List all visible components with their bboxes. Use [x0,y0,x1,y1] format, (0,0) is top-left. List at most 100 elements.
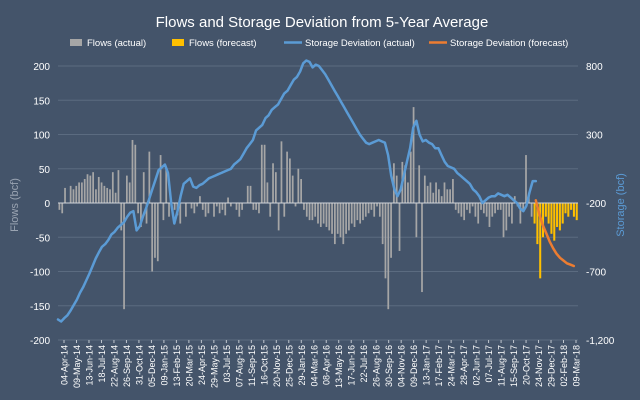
y-tick-label: -50 [36,233,51,244]
x-tick-label: 02-Feb-18 [559,345,569,387]
bar-flow-forecast [544,203,547,217]
bar-flow-actual [522,203,525,210]
bar-flow-forecast [539,203,542,279]
x-tick-label: 29-May-15 [209,345,219,388]
bar-flow-actual [255,203,258,210]
bar-flow-actual [381,203,384,245]
bar-flow-forecast [547,203,550,224]
bar-flow-actual [173,203,176,210]
bar-flow-actual [345,203,347,234]
bar-flow-actual [359,203,362,224]
x-tick-label: 04-Mar-16 [309,345,319,387]
bar-flow-actual [387,203,390,310]
bar-flow-actual [111,172,114,203]
x-tick-label: 31-Oct-14 [134,345,144,385]
x-tick-label: 30-Sep-16 [384,345,394,387]
bar-flow-actual [252,203,255,210]
bar-flow-actual [258,203,260,214]
bar-flow-actual [75,185,78,203]
bar-flow-actual [364,203,367,217]
bar-flow-actual [300,179,303,203]
line-storage-forecast [534,199,576,268]
bar-flow-actual [511,203,513,224]
bar-flow-actual [137,203,139,214]
bar-flow-actual [165,168,168,203]
bar-flow-actual [317,203,319,224]
bar-flow-forecast [550,203,553,234]
x-tick-label: 02-Jun-17 [472,345,482,386]
bar-flow-actual [525,155,527,203]
y-tick-label: 50 [39,165,51,176]
bar-flow-actual [201,203,204,210]
bar-flow-actual [125,175,128,203]
bar-flow-actual [227,197,229,203]
bar-flow-actual [407,182,409,203]
bar-flow-actual [283,203,286,217]
bar-flow-actual [215,203,218,207]
line-storage-actual [56,59,538,323]
bar-flow-actual [328,203,331,231]
x-tick-label: 11-Aug-17 [497,345,507,386]
bar-flow-actual [378,203,381,217]
bar-flow-actual [185,203,187,217]
x-tick-label: 13-Jan-17 [422,345,432,386]
bar-flow-actual [508,203,511,217]
legend-label: Flows (forecast) [189,38,257,49]
bar-flow-actual [429,182,432,203]
chart-title: Flows and Storage Deviation from 5-Year … [156,14,489,31]
y2-tick-label: -700 [586,268,606,279]
x-tick-label: 13-Feb-15 [172,345,182,387]
x-tick-label: 09-Dec-16 [409,345,419,387]
bar-flow-actual [218,203,221,214]
bar-flow-actual [390,203,392,258]
bar-flow-actual [204,203,207,217]
bar-flow-actual [274,172,277,203]
y-axis-right-ticks: 800 300 -200 -700 -1,200 [586,62,615,347]
x-tick-label: 29-Jan-16 [297,345,307,386]
bar-flow-actual [246,185,249,203]
x-axis-ticks: 04-Apr-14 09-May-14 13-Jun-14 18-Jul-14 22-A… [60,340,582,388]
bar-flow-actual [120,203,123,231]
bar-flow-actual [114,192,117,203]
bar-flow-forecast [533,203,536,224]
legend-label: Flows (actual) [87,38,146,49]
bar-flow-actual [260,144,263,203]
bar-flow-actual [415,203,418,238]
bar-flow-actual [505,203,508,231]
x-tick-label: 04-Nov-16 [397,345,407,387]
y-tick-label: 150 [33,96,50,107]
bar-flow-forecast [575,203,578,221]
bar-flow-actual [460,203,463,217]
bar-flow-actual [480,203,482,210]
bar-flow-actual [409,151,412,203]
bar-flow-actual [199,196,201,203]
legend-label: Storage Deviation (forecast) [450,38,568,49]
bar-flow-actual [263,144,266,203]
bar-flow-actual [106,187,109,203]
bar-flow-actual [367,203,370,214]
bar-flow-actual [398,203,401,251]
bar-flow-actual [238,203,241,217]
bar-flow-actual [449,189,451,203]
bar-flow-actual [280,141,283,203]
bar-flow-actual [519,203,522,224]
bar-flow-actual [148,151,151,203]
y-axis-right-label: Storage (bcf) [615,173,627,237]
bar-flow-actual [339,203,342,238]
bar-flow-actual [289,158,291,203]
bar-flow-actual [103,185,106,203]
bar-flow-actual [452,179,454,203]
bar-flow-actual [435,182,437,203]
bars-flows-forecast [533,203,578,279]
y-tick-label: 200 [33,62,50,73]
bar-flow-actual [123,203,125,310]
bar-flow-actual [81,182,83,203]
x-tick-label: 13-May-16 [334,345,344,388]
x-tick-label: 22-Aug-14 [110,345,120,387]
bar-flow-actual [303,203,305,210]
bar-flow-actual [395,175,398,203]
bar-flow-actual [336,203,339,234]
bar-flow-forecast [572,203,575,217]
bar-flow-actual [437,189,440,203]
bar-flow-actual [426,185,429,203]
